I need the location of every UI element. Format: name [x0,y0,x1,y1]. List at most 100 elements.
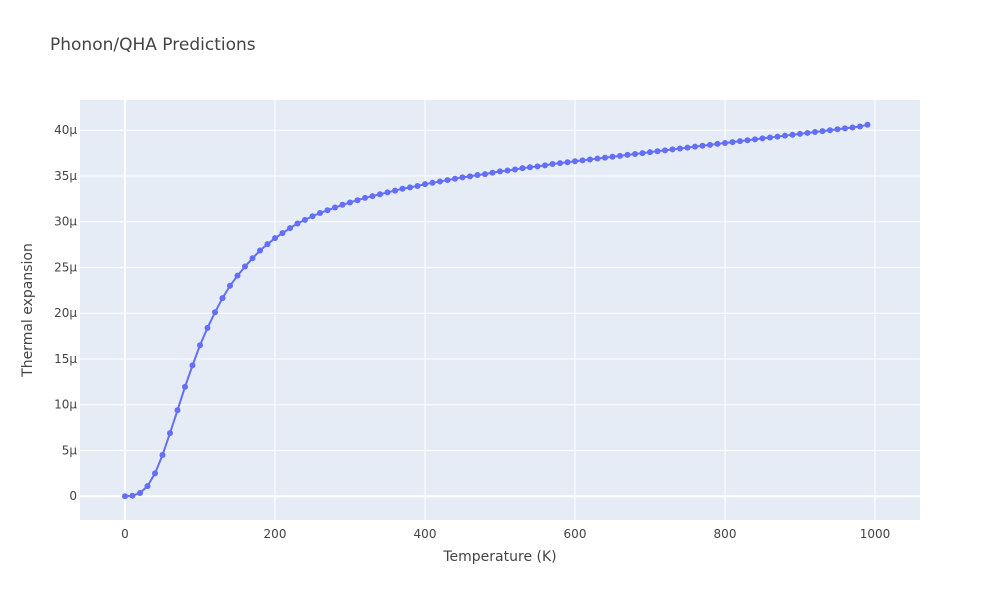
data-point[interactable] [804,129,811,136]
data-point[interactable] [362,194,368,201]
data-point[interactable] [699,142,706,149]
data-point[interactable] [354,197,361,204]
data-point[interactable] [767,134,773,141]
data-point[interactable] [204,324,211,331]
data-point[interactable] [497,168,503,175]
data-point[interactable] [414,183,421,190]
data-point[interactable] [212,309,218,316]
data-point[interactable] [459,174,466,181]
data-point[interactable] [272,235,278,242]
data-point[interactable] [332,204,338,211]
data-point[interactable] [377,191,383,198]
data-point[interactable] [654,148,661,155]
data-point[interactable] [129,492,136,499]
data-point[interactable] [849,124,856,131]
data-point[interactable] [677,145,683,152]
data-point[interactable] [189,362,196,369]
data-point[interactable] [864,121,871,128]
data-point[interactable] [512,166,518,173]
data-point[interactable] [579,157,586,164]
data-point[interactable] [557,160,563,167]
data-point[interactable] [219,295,226,302]
data-point[interactable] [437,178,443,185]
data-point[interactable] [167,430,173,437]
data-point[interactable] [444,177,451,184]
data-point[interactable] [489,169,496,176]
data-point[interactable] [392,187,398,194]
data-point[interactable] [662,147,668,154]
data-point[interactable] [594,155,601,162]
data-point[interactable] [407,184,413,191]
data-point[interactable] [159,452,166,459]
data-point[interactable] [549,161,556,168]
data-point[interactable] [122,493,128,500]
data-point[interactable] [504,167,511,174]
data-point[interactable] [714,140,721,147]
data-point[interactable] [197,342,203,349]
data-point[interactable] [174,407,181,414]
data-point[interactable] [722,140,728,147]
data-point[interactable] [527,164,533,171]
data-point[interactable] [422,181,428,188]
data-point[interactable] [279,230,286,237]
data-point[interactable] [729,139,736,146]
data-point[interactable] [369,193,376,200]
data-point[interactable] [564,159,571,166]
data-point[interactable] [819,128,826,135]
data-point[interactable] [519,165,526,172]
data-point[interactable] [602,154,608,161]
data-point[interactable] [294,220,301,227]
data-point[interactable] [617,152,623,159]
data-point[interactable] [182,383,188,390]
data-point[interactable] [467,173,473,180]
data-point[interactable] [759,135,766,142]
data-point[interactable] [827,127,833,134]
data-point[interactable] [249,255,256,262]
data-point[interactable] [542,162,548,169]
data-point[interactable] [227,282,233,289]
data-point[interactable] [339,201,346,208]
data-point[interactable] [309,213,316,220]
data-point[interactable] [797,130,803,137]
data-point[interactable] [587,156,593,163]
data-point[interactable] [429,179,436,186]
data-point[interactable] [257,247,263,254]
data-point[interactable] [812,129,818,136]
data-point[interactable] [242,263,248,270]
data-point[interactable] [234,272,241,279]
data-point[interactable] [534,163,541,170]
data-point[interactable] [287,225,293,232]
data-point[interactable] [482,171,488,178]
plot-area[interactable] [80,100,920,520]
data-point[interactable] [347,199,353,206]
data-point[interactable] [692,143,698,150]
data-point[interactable] [624,151,631,158]
data-point[interactable] [684,144,691,151]
data-point[interactable] [707,141,713,148]
data-point[interactable] [647,149,653,156]
data-point[interactable] [137,490,143,497]
data-point[interactable] [609,153,616,160]
data-point[interactable] [324,207,331,214]
data-point[interactable] [782,132,788,139]
data-point[interactable] [752,136,758,143]
data-point[interactable] [474,172,481,179]
data-point[interactable] [317,210,323,217]
data-point[interactable] [744,137,751,144]
data-point[interactable] [842,125,848,132]
data-point[interactable] [572,158,578,165]
data-point[interactable] [737,138,743,145]
data-point[interactable] [384,189,391,196]
data-point[interactable] [144,483,151,490]
data-point[interactable] [632,150,638,157]
data-point[interactable] [834,126,841,133]
data-point[interactable] [399,185,406,192]
data-point[interactable] [789,131,796,138]
data-point[interactable] [452,175,458,182]
data-point[interactable] [152,470,158,477]
data-point[interactable] [639,150,646,157]
data-point[interactable] [302,216,308,223]
data-point[interactable] [774,133,781,140]
data-point[interactable] [857,123,863,130]
data-point[interactable] [264,241,271,248]
